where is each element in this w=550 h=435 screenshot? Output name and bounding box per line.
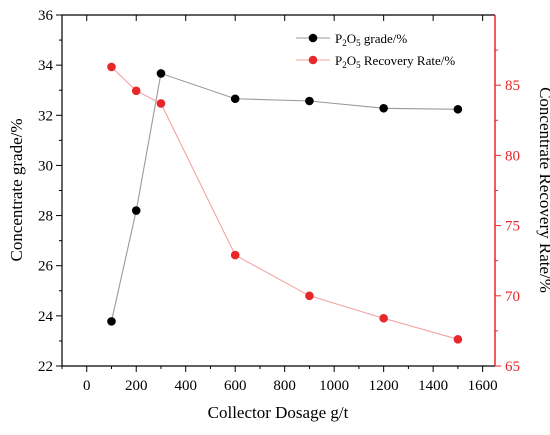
y-left-tick-label-26: 26 [38, 259, 54, 275]
y-right-tick-label-80: 80 [505, 148, 520, 164]
x-tick-label-800: 800 [273, 378, 296, 394]
y-left-tick-label-30: 30 [38, 158, 53, 174]
series-0-point-5 [379, 103, 388, 113]
series-1-point-2 [156, 99, 166, 108]
x-axis-ticks: 0 200 400 600 800 1000 1200 1400 1600 [61, 15, 498, 394]
y-left-tick-label-36: 36 [38, 8, 54, 24]
legend-label-recovery-sub5: 5 [356, 60, 361, 70]
series-1-point-1 [131, 86, 141, 96]
legend-label-recovery: P2O5 Recovery Rate/% [335, 53, 455, 70]
x-tick-label-1400: 1400 [418, 378, 448, 394]
series-0-point-1 [131, 206, 141, 215]
y-right-tick-label-65: 65 [505, 359, 520, 375]
right-y-axis-title: Concentrate Recovery Rate/% [536, 87, 550, 293]
y-left-tick-label-24: 24 [38, 309, 54, 325]
y-left-tick-label-28: 28 [38, 209, 53, 225]
series-layer [107, 62, 463, 344]
legend-label-recovery-p: P [335, 53, 342, 68]
series-line-1 [111, 66, 459, 340]
series-0-point-0 [107, 317, 116, 326]
y-left-tick-label-34: 34 [38, 58, 54, 74]
y-left-tick-label-32: 32 [38, 108, 53, 124]
legend: P2O5 grade/% P2O5 Recovery Rate/% [296, 31, 455, 70]
series-0-point-4 [305, 96, 314, 106]
x-tick-label-1600: 1600 [468, 378, 498, 394]
legend-label-grade-sub2: 2 [342, 38, 347, 48]
x-tick-label-200: 200 [125, 378, 148, 394]
series-1-point-4 [305, 291, 314, 301]
y-left-tick-label-22: 22 [38, 359, 53, 375]
x-tick-label-400: 400 [174, 378, 197, 394]
x-tick-label-0: 0 [83, 378, 91, 394]
legend-label-grade-p: P [335, 31, 342, 46]
y-right-tick-label-70: 70 [505, 289, 520, 305]
series-0-point-2 [156, 69, 166, 78]
legend-entry-grade: P2O5 grade/% [296, 31, 407, 48]
legend-label-grade: P2O5 grade/% [335, 31, 407, 48]
legend-label-recovery-tail: Recovery Rate/% [361, 53, 456, 68]
y-right-tick-label-75: 75 [505, 219, 520, 235]
x-tick-label-1000: 1000 [319, 378, 349, 394]
series-1-point-6 [453, 335, 463, 344]
series-1-point-5 [379, 313, 388, 323]
x-axis-title: Collector Dosage g/t [208, 403, 349, 422]
legend-label-recovery-sub2: 2 [342, 60, 347, 70]
legend-label-grade-tail: grade/% [361, 31, 408, 46]
legend-label-grade-o: O [347, 31, 356, 46]
right-y-axis-ticks: 65 70 75 80 85 [495, 49, 520, 375]
left-y-axis-title: Concentrate grade/% [7, 118, 26, 261]
legend-marker-recovery [308, 55, 318, 65]
legend-label-recovery-o: O [347, 53, 356, 68]
x-tick-label-1200: 1200 [369, 378, 399, 394]
series-1-point-0 [107, 62, 116, 72]
series-0-point-3 [230, 94, 240, 104]
x-tick-label-600: 600 [224, 378, 247, 394]
series-1-point-3 [230, 250, 240, 260]
legend-marker-grade [308, 33, 318, 43]
series-0-point-6 [453, 104, 463, 114]
legend-label-grade-sub5: 5 [356, 38, 361, 48]
y-right-tick-label-85: 85 [505, 78, 520, 94]
legend-entry-recovery: P2O5 Recovery Rate/% [296, 53, 455, 70]
series-line-0 [110, 72, 458, 322]
left-y-axis-ticks: 22 24 26 28 30 32 34 36 [38, 8, 62, 375]
